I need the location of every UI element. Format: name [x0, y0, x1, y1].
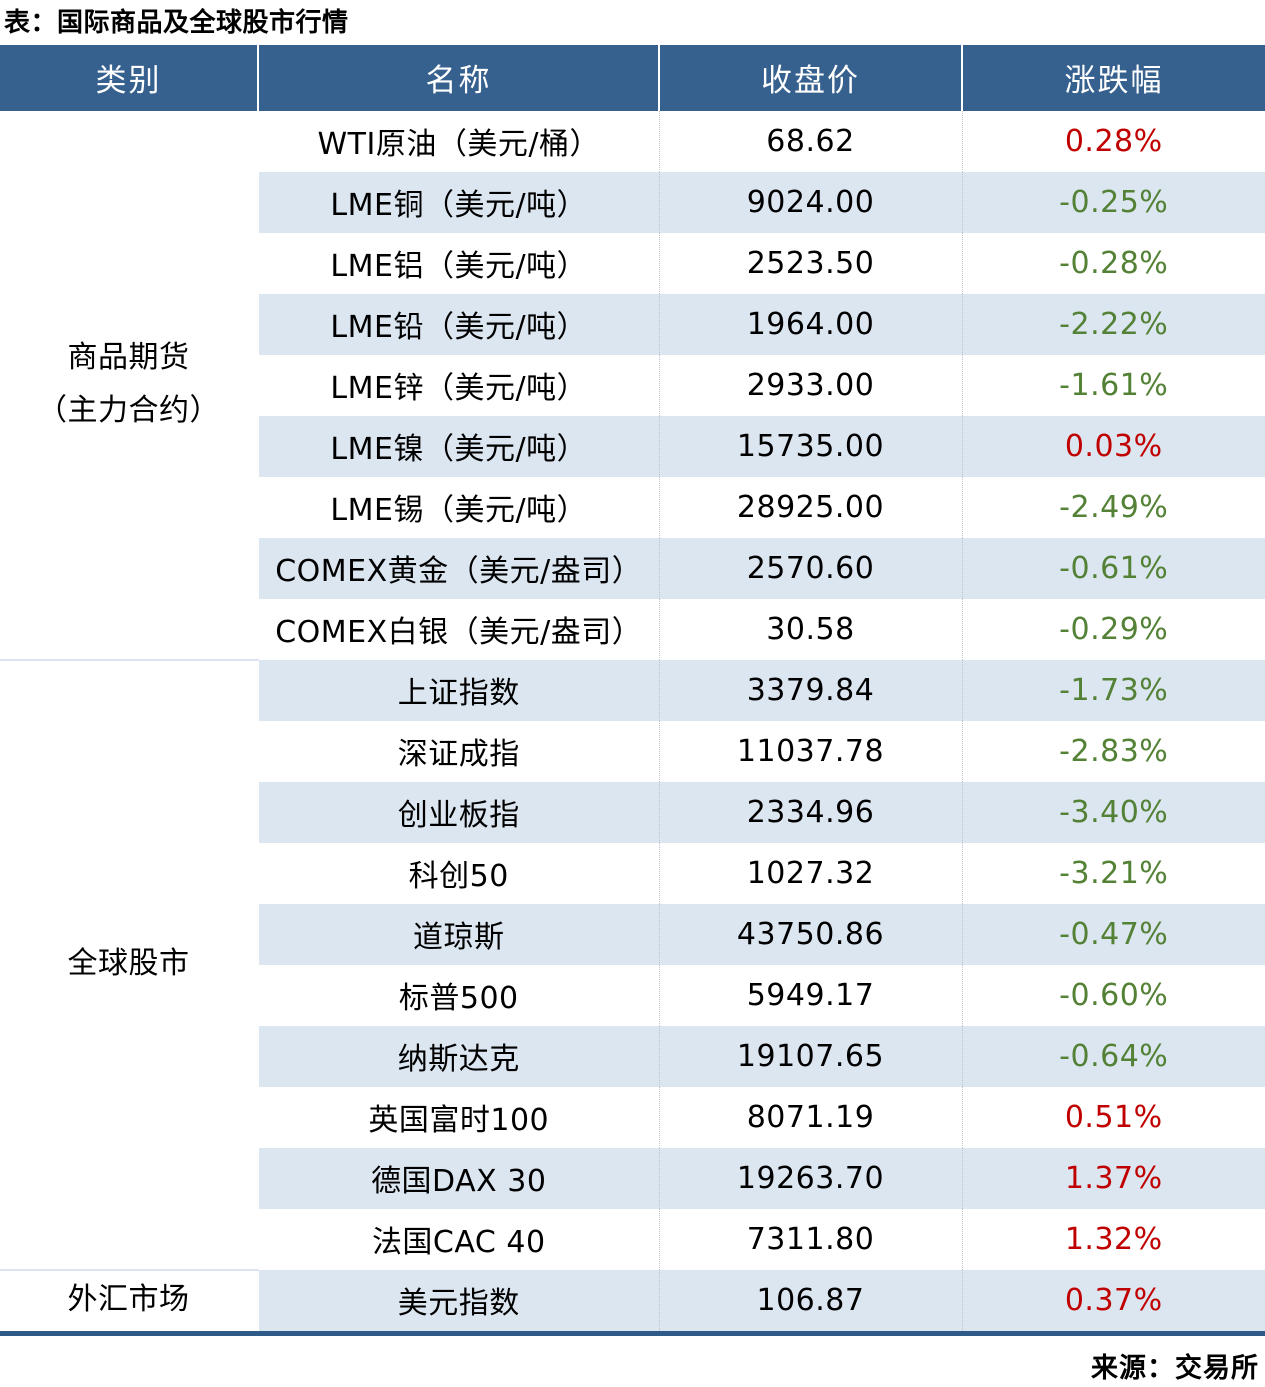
category-cell: 全球股市 — [0, 659, 259, 1271]
close-price: 5949.17 — [658, 964, 962, 1026]
table-row: COMEX黄金（美元/盎司） 2570.60 -0.61% — [0, 537, 1265, 599]
instrument-name: 美元指数 — [257, 1269, 659, 1331]
close-price: 19107.65 — [658, 1025, 962, 1087]
close-price: 11037.78 — [658, 720, 962, 782]
table-row: LME镍（美元/吨） 15735.00 0.03% — [0, 415, 1265, 477]
instrument-name: LME镍（美元/吨） — [257, 415, 659, 477]
table-row: LME铝（美元/吨） 2523.50 -0.28% — [0, 232, 1265, 294]
category-label: 外汇市场 — [67, 1282, 190, 1318]
change-percent: -2.22% — [961, 293, 1265, 355]
instrument-name: LME铝（美元/吨） — [257, 232, 659, 294]
header-change-pct: 涨跌幅 — [961, 44, 1265, 111]
close-price: 2570.60 — [658, 537, 962, 599]
table-bottom-border — [0, 1330, 1265, 1336]
change-percent: 1.37% — [961, 1147, 1265, 1209]
instrument-name: 法国CAC 40 — [257, 1208, 659, 1270]
change-percent: -0.61% — [961, 537, 1265, 599]
instrument-name: LME锡（美元/吨） — [257, 476, 659, 538]
change-percent: -2.49% — [961, 476, 1265, 538]
close-price: 2334.96 — [658, 781, 962, 843]
close-price: 28925.00 — [658, 476, 962, 538]
table-row: LME铜（美元/吨） 9024.00 -0.25% — [0, 171, 1265, 233]
change-percent: 0.37% — [961, 1269, 1265, 1331]
close-price: 7311.80 — [658, 1208, 962, 1270]
close-price: 1027.32 — [658, 842, 962, 904]
close-price: 19263.70 — [658, 1147, 962, 1209]
change-percent: -0.25% — [961, 171, 1265, 233]
market-table: 类别 名称 收盘价 涨跌幅 商品期货 （主力合约） WTI原油（美元/桶） 68.62… — [0, 44, 1265, 1331]
instrument-name: LME锌（美元/吨） — [257, 354, 659, 416]
instrument-name: 科创50 — [257, 842, 659, 904]
header-name: 名称 — [257, 44, 659, 111]
instrument-name: 道琼斯 — [257, 903, 659, 965]
table-row: 全球股市 上证指数 3379.84 -1.73% — [0, 659, 1265, 1271]
close-price: 68.62 — [658, 110, 962, 172]
category-label: 全球股市 — [67, 946, 190, 982]
instrument-name: 上证指数 — [257, 659, 659, 721]
instrument-name: WTI原油（美元/桶） — [257, 110, 659, 172]
close-price: 8071.19 — [658, 1086, 962, 1148]
instrument-name: 德国DAX 30 — [257, 1147, 659, 1209]
change-percent: -0.60% — [961, 964, 1265, 1026]
instrument-name: 标普500 — [257, 964, 659, 1026]
table-row: 德国DAX 30 19263.70 1.37% — [0, 1147, 1265, 1209]
change-percent: -1.61% — [961, 354, 1265, 416]
table-row: 法国CAC 40 7311.80 1.32% — [0, 1208, 1265, 1270]
category-label: 商品期货 — [67, 340, 190, 376]
change-percent: 0.03% — [961, 415, 1265, 477]
table-row: 道琼斯 43750.86 -0.47% — [0, 903, 1265, 965]
category-label: （主力合约） — [37, 392, 220, 428]
change-percent: -3.40% — [961, 781, 1265, 843]
table-row: LME锡（美元/吨） 28925.00 -2.49% — [0, 476, 1265, 538]
header-category: 类别 — [0, 44, 258, 111]
header-row: 类别 名称 收盘价 涨跌幅 — [0, 44, 1265, 111]
category-cell: 商品期货 （主力合约） — [0, 110, 259, 661]
table-row: 深证成指 11037.78 -2.83% — [0, 720, 1265, 782]
table-row: LME锌（美元/吨） 2933.00 -1.61% — [0, 354, 1265, 416]
page-title: 表：国际商品及全球股市行情 — [4, 8, 349, 38]
change-percent: -2.83% — [961, 720, 1265, 782]
close-price: 15735.00 — [658, 415, 962, 477]
table-row: 标普500 5949.17 -0.60% — [0, 964, 1265, 1026]
instrument-name: COMEX黄金（美元/盎司） — [257, 537, 659, 599]
close-price: 1964.00 — [658, 293, 962, 355]
change-percent: 0.28% — [961, 110, 1265, 172]
table-row: COMEX白银（美元/盎司） 30.58 -0.29% — [0, 598, 1265, 660]
source-note: 来源：交易所 — [1091, 1352, 1259, 1384]
table-row: 创业板指 2334.96 -3.40% — [0, 781, 1265, 843]
change-percent: -1.73% — [961, 659, 1265, 721]
change-percent: 1.32% — [961, 1208, 1265, 1270]
table-row: LME铅（美元/吨） 1964.00 -2.22% — [0, 293, 1265, 355]
instrument-name: LME铅（美元/吨） — [257, 293, 659, 355]
change-percent: -0.64% — [961, 1025, 1265, 1087]
change-percent: -0.47% — [961, 903, 1265, 965]
instrument-name: 深证成指 — [257, 720, 659, 782]
category-cell: 外汇市场 — [0, 1269, 259, 1331]
table-row: 外汇市场 美元指数 106.87 0.37% — [0, 1269, 1265, 1331]
table-row: 纳斯达克 19107.65 -0.64% — [0, 1025, 1265, 1087]
close-price: 2933.00 — [658, 354, 962, 416]
change-percent: -0.29% — [961, 598, 1265, 660]
change-percent: 0.51% — [961, 1086, 1265, 1148]
close-price: 2523.50 — [658, 232, 962, 294]
instrument-name: COMEX白银（美元/盎司） — [257, 598, 659, 660]
instrument-name: LME铜（美元/吨） — [257, 171, 659, 233]
change-percent: -3.21% — [961, 842, 1265, 904]
table-row: 商品期货 （主力合约） WTI原油（美元/桶） 68.62 0.28% — [0, 110, 1265, 661]
change-percent: -0.28% — [961, 232, 1265, 294]
close-price: 30.58 — [658, 598, 962, 660]
header-close-price: 收盘价 — [658, 44, 962, 111]
close-price: 43750.86 — [658, 903, 962, 965]
table-row: 英国富时100 8071.19 0.51% — [0, 1086, 1265, 1148]
close-price: 9024.00 — [658, 171, 962, 233]
instrument-name: 创业板指 — [257, 781, 659, 843]
instrument-name: 纳斯达克 — [257, 1025, 659, 1087]
close-price: 3379.84 — [658, 659, 962, 721]
close-price: 106.87 — [658, 1269, 962, 1331]
table-row: 科创50 1027.32 -3.21% — [0, 842, 1265, 904]
instrument-name: 英国富时100 — [257, 1086, 659, 1148]
